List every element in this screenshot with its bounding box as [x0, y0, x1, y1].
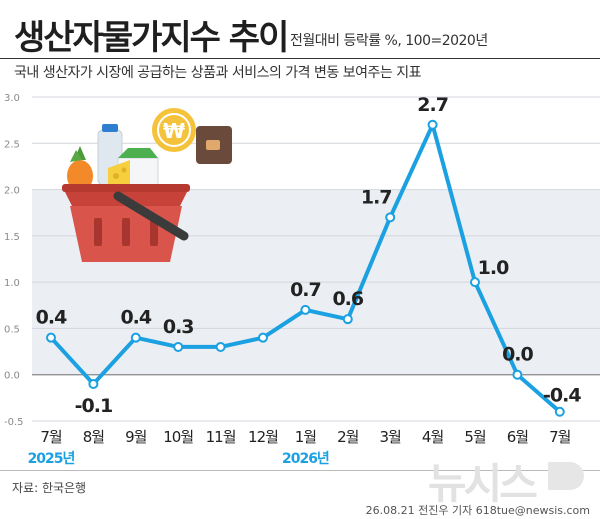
data-label: 0.7 [290, 279, 321, 301]
data-point [173, 341, 184, 352]
x-tick-label: 6월 [507, 428, 529, 446]
data-point [427, 119, 438, 130]
y-tick-label: -0.5 [4, 417, 24, 428]
newsis-logo-shape [548, 462, 584, 490]
page-description: 국내 생산자가 시장에 공급하는 상품과 서비스의 가격 변동 보여주는 지표 [14, 65, 421, 81]
title-divider [0, 58, 600, 59]
data-point [130, 332, 141, 343]
data-label: 1.0 [478, 257, 509, 279]
y-tick-label: 3.0 [4, 93, 20, 104]
x-tick-label: 7월 [40, 428, 62, 446]
x-tick-label: 2월 [337, 428, 359, 446]
x-tick-label: 5월 [464, 428, 486, 446]
shopping-basket-illustration: ₩ [62, 108, 232, 262]
data-label: 0.3 [163, 316, 194, 338]
y-tick-label: 1.5 [4, 232, 20, 243]
page-subtitle: 전월대비 등락률 %, 100=2020년 [290, 33, 488, 49]
x-tick-label: 9월 [125, 428, 147, 446]
data-point [46, 332, 56, 343]
x-tick-label: 1월 [295, 428, 317, 446]
data-point [554, 406, 565, 417]
y-tick-label: 1.0 [4, 278, 20, 289]
data-point [512, 369, 523, 380]
data-point [470, 277, 480, 288]
year-label: 2026년 [282, 451, 329, 467]
data-point [300, 304, 311, 315]
page-title: 생산자물가지수 추이 [14, 18, 289, 58]
source-note: 자료: 한국은행 [12, 481, 87, 495]
x-tick-label: 8월 [83, 428, 105, 446]
data-point [215, 341, 226, 352]
year-label: 2025년 [28, 451, 75, 467]
y-tick-label: 2.0 [4, 186, 20, 197]
newsis-watermark: 뉴시스 [428, 459, 538, 508]
data-point [258, 332, 268, 343]
data-label: 0.6 [332, 288, 363, 310]
credit-line: 26.08.21 전진우 기자 618tue@newsis.com [365, 504, 590, 517]
data-label: -0.1 [75, 395, 113, 417]
data-label: 0.4 [36, 307, 67, 329]
data-point [88, 378, 99, 389]
x-tick-label: 10월 [163, 428, 193, 446]
footer-divider [0, 470, 600, 471]
x-tick-label: 3월 [380, 428, 402, 446]
data-label: 1.7 [361, 186, 392, 208]
y-tick-label: 2.5 [4, 139, 20, 150]
y-tick-label: 0.0 [4, 371, 20, 382]
data-point [342, 314, 353, 325]
data-point [385, 212, 396, 223]
data-label: 0.4 [120, 307, 151, 329]
data-label: 0.0 [502, 344, 533, 366]
x-tick-label: 11월 [206, 428, 236, 446]
x-tick-label: 12월 [248, 428, 278, 446]
data-label: 2.7 [417, 94, 448, 116]
x-tick-label: 7월 [549, 428, 571, 446]
y-tick-label: 0.5 [4, 324, 20, 335]
svg-text:₩: ₩ [163, 119, 185, 143]
data-label: -0.4 [543, 385, 581, 407]
x-tick-label: 4월 [422, 428, 444, 446]
